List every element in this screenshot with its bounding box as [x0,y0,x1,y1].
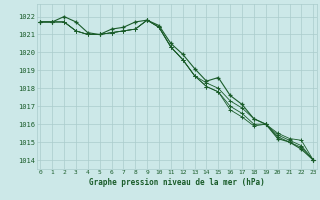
X-axis label: Graphe pression niveau de la mer (hPa): Graphe pression niveau de la mer (hPa) [89,178,265,187]
